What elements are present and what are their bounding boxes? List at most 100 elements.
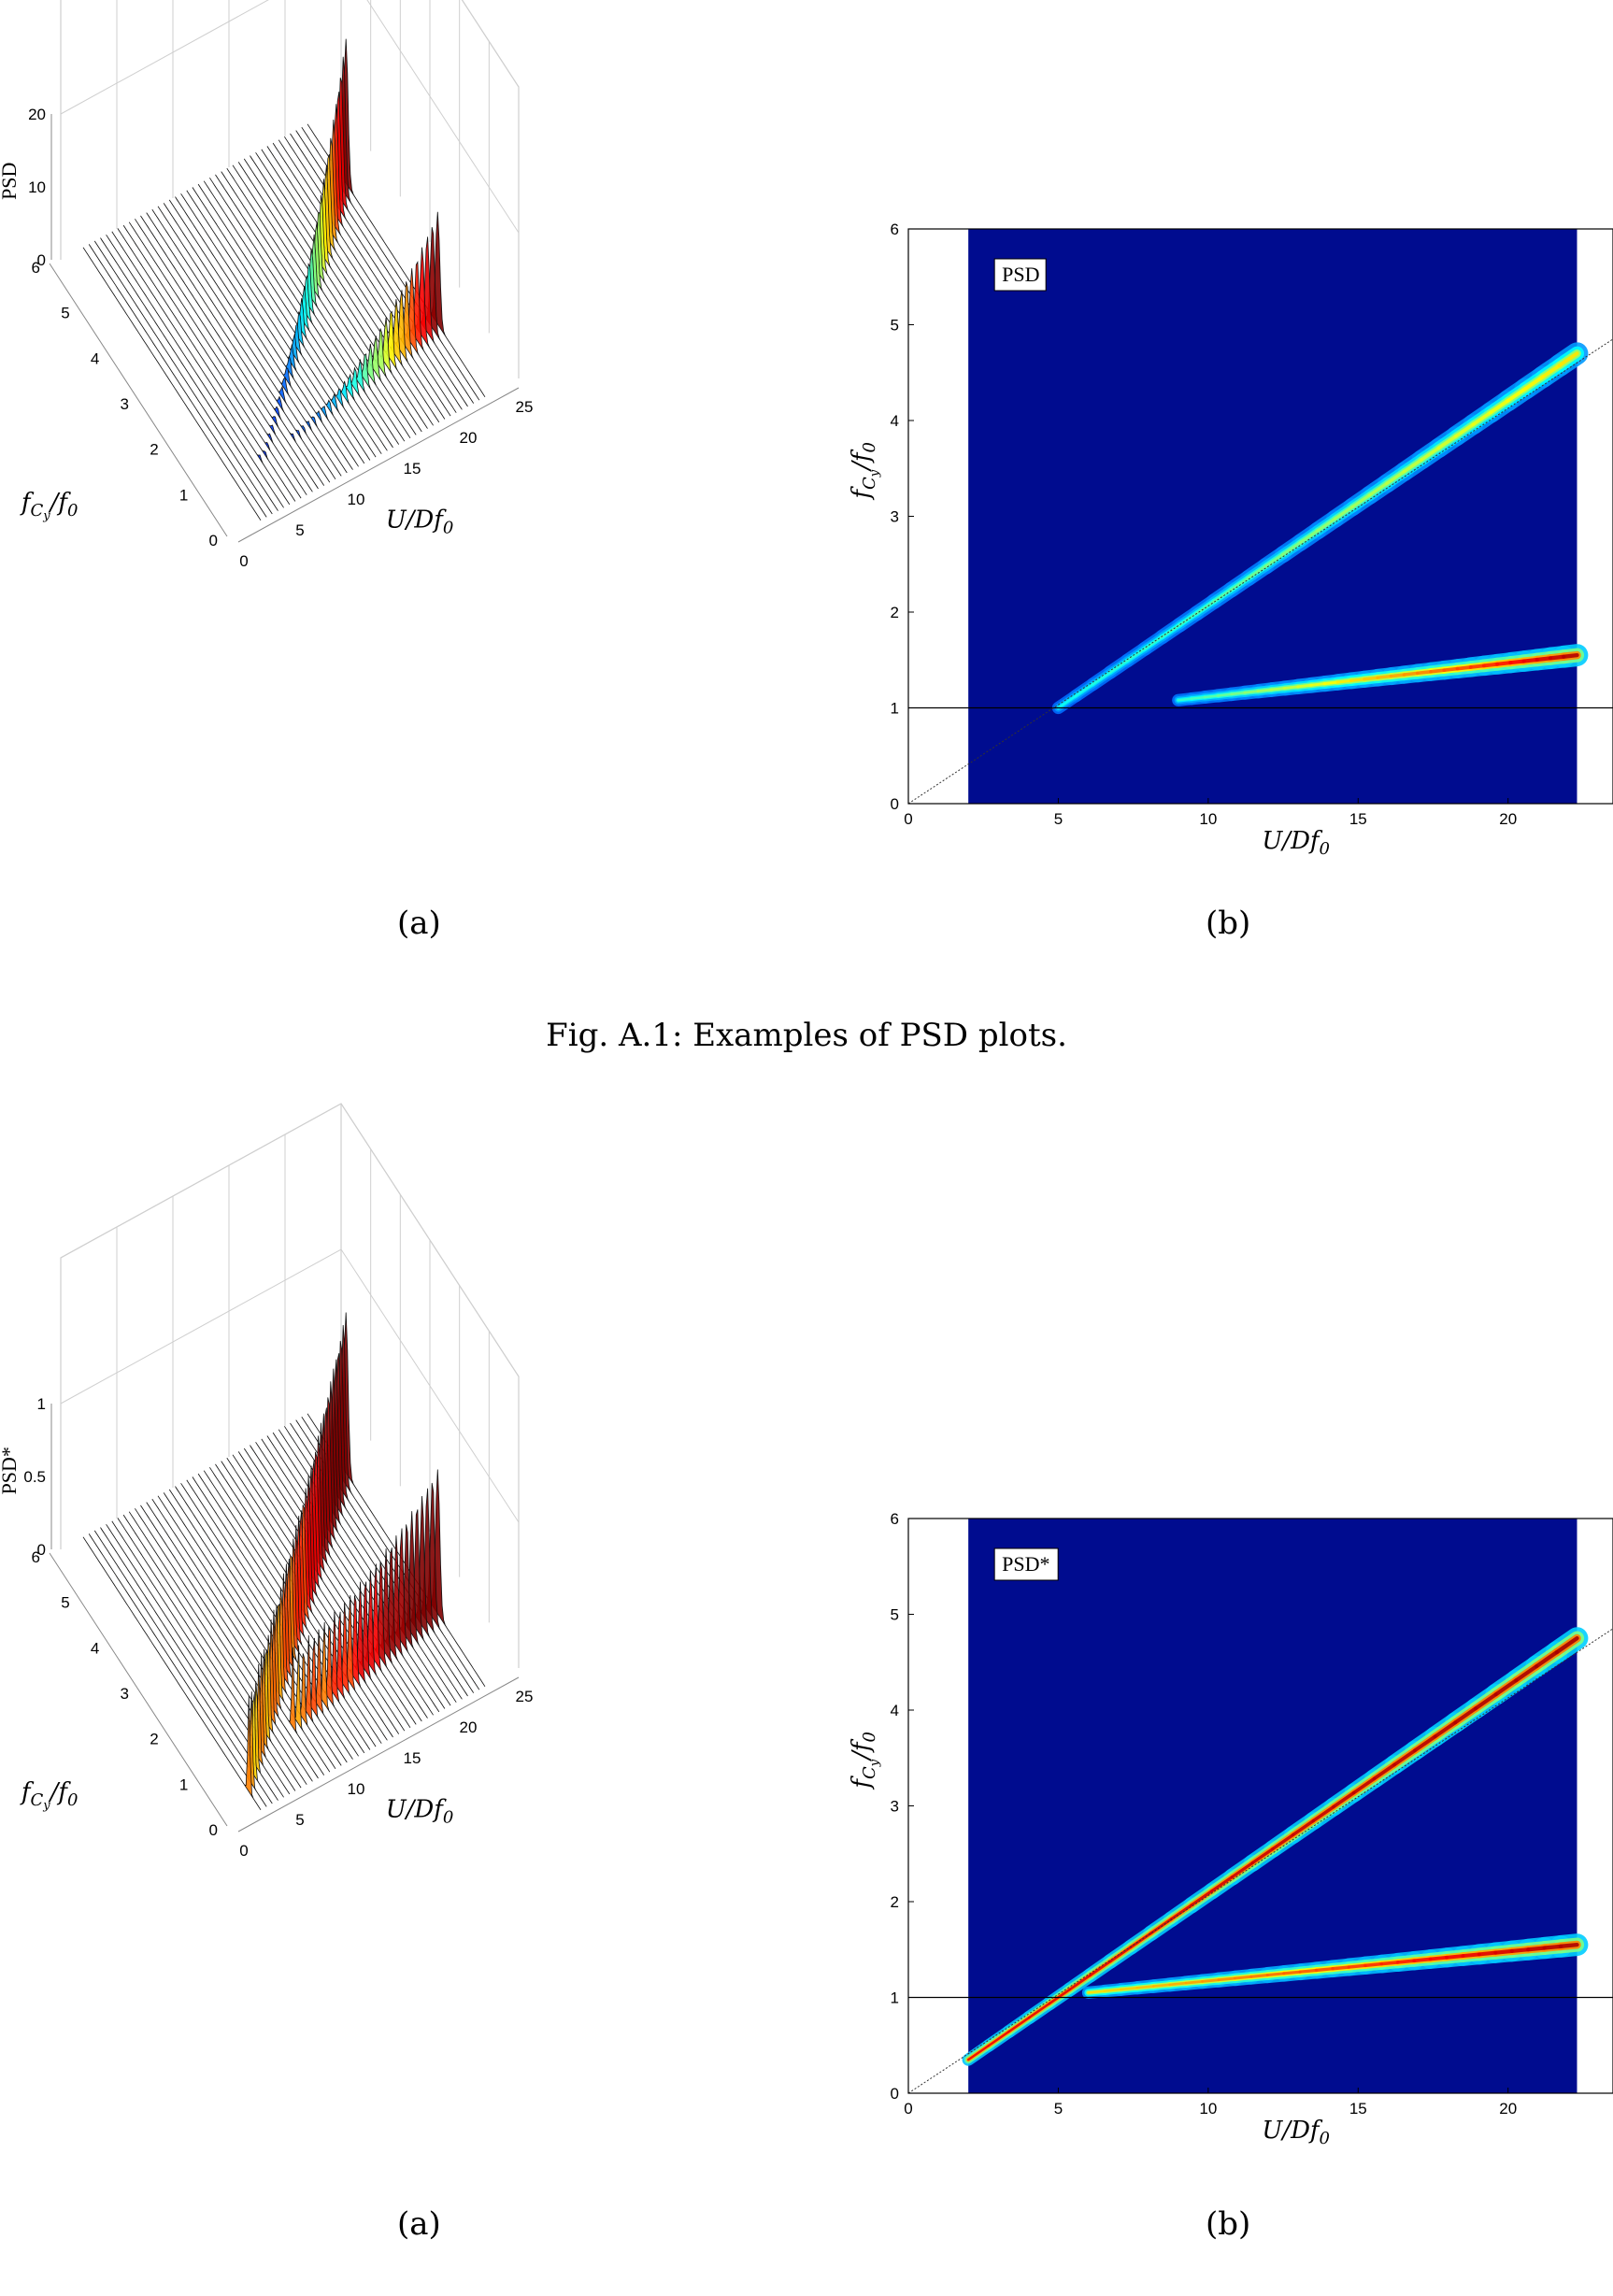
slice-trace	[140, 215, 319, 490]
ridge-segment	[1429, 668, 1447, 674]
heatmap-label-box-text: PSD	[1002, 263, 1039, 286]
y-tick-label: 3	[891, 1798, 899, 1816]
x-axis-line	[237, 387, 520, 543]
ridge-segment	[966, 2044, 991, 2061]
ridge-segment	[987, 2030, 1010, 2047]
slice-trace	[122, 224, 302, 499]
ridge-segment	[1143, 635, 1163, 650]
ridge-segment	[1291, 1818, 1315, 1837]
ridge-segment	[1445, 1954, 1465, 1960]
slice-trace	[180, 193, 359, 467]
ridge-segment	[1331, 1965, 1351, 1971]
y-axis-label: fCy/f0	[20, 489, 79, 523]
panel-b-label: (b)	[1206, 905, 1251, 942]
y-tick-label: 3	[121, 1685, 129, 1703]
slice-trace	[111, 231, 291, 506]
slice-trace	[135, 219, 313, 492]
ridge-segment	[1412, 1734, 1437, 1753]
y-tick-label: 4	[91, 349, 99, 367]
slice-trace	[272, 1381, 451, 1706]
ridge-segment	[1249, 1974, 1269, 1978]
y-tick-label: 6	[32, 1548, 40, 1566]
ridge-segment	[1316, 517, 1337, 533]
y-tick-label: 1	[891, 1989, 899, 2007]
ridge-segment	[1481, 662, 1500, 668]
ridge-segment	[1554, 1635, 1579, 1655]
slice-trace	[266, 1397, 446, 1709]
y-tick-label: 5	[61, 1594, 69, 1612]
ridge-segment	[1442, 666, 1460, 673]
y-axis-line	[49, 1552, 228, 1827]
y-tick-label: 2	[150, 441, 158, 459]
slice-trace	[226, 167, 406, 442]
ridge-segment	[1454, 422, 1476, 438]
back-wall-outline	[60, 0, 520, 378]
wall-grid-line	[60, 0, 520, 234]
ridge-segment	[1151, 1983, 1172, 1988]
y-tick-label: 2	[891, 604, 899, 621]
ridge-segment	[1190, 1890, 1214, 1907]
slice-trace	[266, 146, 446, 420]
y-tick-label: 4	[891, 412, 899, 430]
ridge-segment	[1522, 375, 1545, 392]
z-tick-label: 1	[37, 1395, 46, 1413]
slice-trace	[278, 1368, 457, 1703]
ridge-segment	[1256, 688, 1273, 693]
ridge-segment	[1558, 1942, 1579, 1948]
ridge-segment	[1212, 588, 1233, 604]
ridge-segment	[1495, 661, 1513, 666]
x-tick-label: 5	[295, 521, 304, 539]
heatmap-ridges	[962, 1627, 1589, 2066]
x-tick-label: 0	[904, 810, 912, 828]
slice-trace	[175, 196, 353, 470]
x-tick-label: 0	[239, 1842, 248, 1860]
ridge-segment	[1089, 1960, 1112, 1977]
ridge-segment	[1048, 1988, 1072, 2005]
slice-trace	[278, 119, 457, 413]
heatmap-label-box	[993, 1547, 1059, 1581]
slice-trace	[203, 180, 382, 454]
wall-grid-line	[461, 0, 520, 88]
slice-trace	[226, 1457, 406, 1732]
ridge-segment	[1298, 529, 1320, 545]
x-tick-label: 20	[1499, 810, 1517, 828]
slice-trace	[192, 187, 371, 461]
ridge-segment	[1526, 1946, 1547, 1952]
heatmap-label-box	[993, 258, 1047, 292]
z-tick-label: 0	[37, 251, 46, 269]
ridge-segment	[1402, 458, 1423, 474]
x-axis-label: U/Df0	[1262, 827, 1330, 859]
waterfall-traces	[82, 38, 486, 521]
y-tick-label: 5	[891, 1606, 899, 1624]
y-tick-label: 0	[209, 532, 218, 549]
slice-trace	[93, 240, 273, 515]
slice-trace	[146, 1502, 325, 1775]
ridge-segment	[1534, 656, 1553, 663]
ridge-segment	[1298, 1968, 1319, 1974]
ridge-segment	[1322, 680, 1340, 686]
x-axis-label: U/Df0	[1262, 2117, 1330, 2148]
heatmap-label-box-text: PSD*	[1002, 1552, 1049, 1576]
heatmap-background	[968, 229, 1577, 804]
ridge-segment	[1311, 1804, 1335, 1823]
y-tick-label: 0	[891, 2085, 899, 2103]
ridge-segment	[1229, 576, 1250, 592]
ridge-segment	[1126, 647, 1147, 663]
ridge-segment	[1376, 674, 1393, 679]
ridge-segment	[1389, 673, 1406, 678]
ridge-segment	[1007, 2016, 1031, 2033]
ridge-segment	[1243, 690, 1260, 694]
ridge-segment	[1349, 677, 1366, 683]
x-tick-label: 0	[904, 2100, 912, 2118]
y-tick-label: 6	[32, 259, 40, 277]
ridge-segment	[1335, 678, 1353, 684]
x-tick-label: 10	[1199, 2100, 1217, 2118]
wall-grid-line	[60, 1248, 520, 1523]
ridge-segment	[1367, 481, 1389, 497]
ridge-segment	[1314, 1967, 1335, 1973]
ridge-segment	[1074, 682, 1094, 698]
ridge-segment	[1350, 493, 1372, 509]
